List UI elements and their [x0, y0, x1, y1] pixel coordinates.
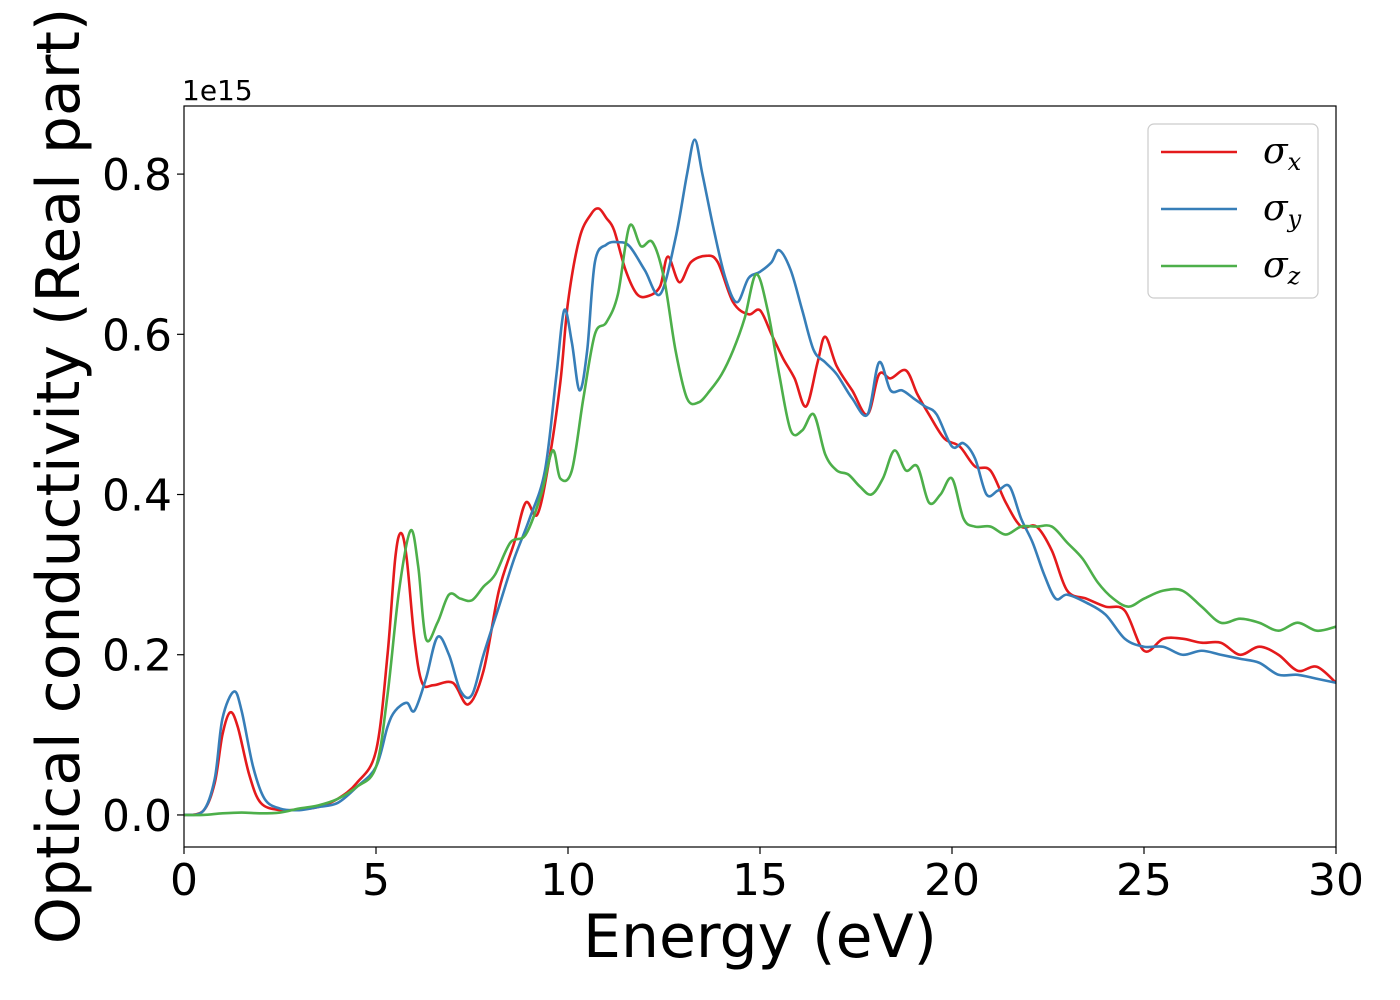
x-axis: 0 5 10 15 20 25 30 — [170, 847, 1364, 906]
legend-label-sigma-x: σx — [1263, 131, 1302, 176]
x-tick-label: 0 — [170, 855, 198, 906]
y-tick-label: 0.4 — [102, 471, 172, 522]
legend-box — [1147, 123, 1319, 299]
x-tick-label: 30 — [1308, 855, 1364, 906]
y-tick-label: 0.0 — [102, 791, 172, 842]
y-tick-label: 0.2 — [102, 631, 172, 682]
x-tick-label: 20 — [924, 855, 980, 906]
series-group — [184, 138, 1336, 817]
y-tick-label: 0.6 — [102, 310, 172, 361]
legend: σx σy σz — [1147, 123, 1319, 299]
x-axis-label: Energy (eV) — [583, 902, 937, 972]
y-axis: 0.0 0.2 0.4 0.6 0.8 — [102, 150, 184, 842]
y-tick-label: 0.8 — [102, 150, 172, 201]
x-tick-label: 25 — [1116, 855, 1172, 906]
legend-label-sigma-z: σz — [1263, 245, 1301, 290]
y-axis-label: Optical conductivity (Real part) — [24, 8, 94, 945]
x-tick-label: 15 — [732, 855, 788, 906]
y-offset-label: 1e15 — [182, 74, 253, 107]
x-tick-label: 10 — [540, 855, 596, 906]
legend-label-sigma-y: σy — [1263, 188, 1302, 233]
series-line-sigma-y — [184, 138, 1336, 817]
series-line-sigma-x — [184, 207, 1336, 817]
series-line-sigma-z — [184, 223, 1336, 817]
x-tick-label: 5 — [362, 855, 390, 906]
